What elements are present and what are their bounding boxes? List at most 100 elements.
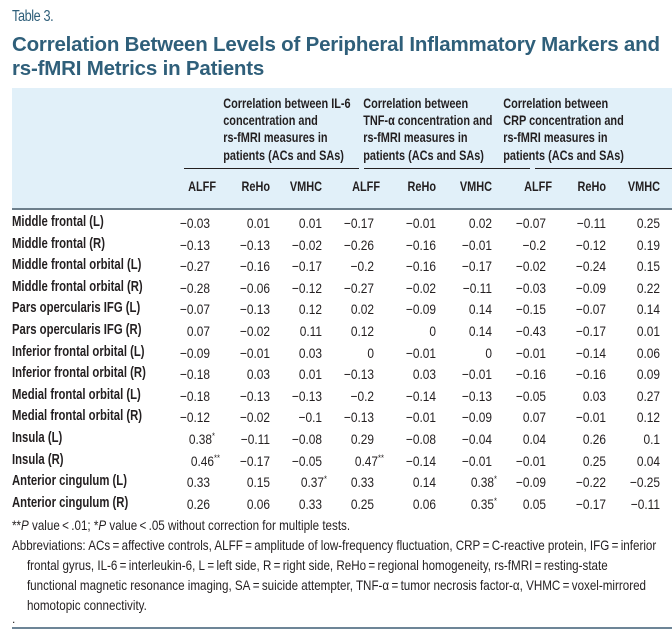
group-header-line: rs-fMRI measures in: [223, 129, 328, 146]
table-row: Pars opercularis IFG (R) 0.07 −0.02 0.11 0.1…: [12, 320, 672, 342]
table-cell: −0.17: [444, 258, 492, 274]
cell-value: −0.13: [291, 387, 322, 404]
cell-value: −0.1: [298, 409, 322, 426]
cell-value: −0.43: [515, 323, 546, 339]
group-header-line: Correlation between: [363, 95, 469, 111]
cell-value: 0.01: [298, 366, 322, 383]
table-cell: −0.01: [444, 237, 492, 253]
cell-value: 0.11: [299, 323, 322, 339]
table-cell: −0.27: [326, 280, 374, 296]
table-row: Middle frontal (R) −0.13 −0.13 −0.02 −0.26 −0…: [12, 234, 672, 256]
p1-text: value < .01;: [28, 517, 94, 533]
cell-value: −0.01: [575, 409, 606, 426]
cell-value: −0.12: [179, 409, 210, 426]
table-cell: −0.2: [326, 258, 374, 274]
cell-value: −0.17: [575, 323, 606, 339]
cell-value: 0.38: [188, 431, 213, 447]
cell-value: −0.13: [461, 387, 492, 404]
table-cell: −0.17: [558, 496, 606, 512]
table-cell: 0.01: [612, 323, 660, 339]
row-label: Medial frontal orbital (R): [12, 408, 143, 425]
row-label: Inferior frontal orbital (R): [12, 365, 146, 382]
cell-value: −0.04: [461, 431, 492, 447]
cell-value: −0.12: [291, 279, 322, 296]
table-cell: −0.02: [498, 258, 546, 274]
table-cell: 0.03: [222, 366, 270, 382]
table-cell: 0.25: [558, 453, 606, 469]
group-header-line: rs-fMRI measures in: [363, 129, 468, 146]
cell-value: −0.07: [515, 215, 546, 231]
cell-value: 0.03: [246, 366, 270, 383]
table-cell: 0.33: [162, 474, 210, 490]
row-label: Pars opercularis IFG (R): [12, 322, 142, 338]
table-cell: 0.06: [612, 345, 660, 361]
cell-value: −0.05: [515, 387, 546, 404]
table-cell: −0.13: [444, 388, 492, 404]
table-cell: −0.11: [222, 431, 270, 447]
table-cell: 0.35*: [449, 496, 497, 512]
cell-value: 0.06: [412, 495, 436, 512]
table-cell: 0.26: [558, 431, 606, 447]
cell-value: −0.09: [575, 279, 606, 296]
table-cell: −0.11: [612, 496, 660, 512]
cell-value: 0: [485, 344, 492, 361]
table-cell: −0.25: [612, 474, 660, 490]
table-row: Inferior frontal orbital (R) −0.18 0.03 0.0…: [12, 363, 672, 385]
group-header-il6: Correlation between IL-6 concentration an…: [223, 95, 350, 164]
cell-value: −0.01: [239, 344, 270, 361]
cell-value: 0.06: [636, 344, 660, 361]
cell-value: −0.16: [515, 366, 546, 383]
cell-value: 0.22: [636, 279, 660, 296]
table-cell: −0.17: [222, 453, 270, 469]
cell-value: 0.03: [582, 387, 606, 404]
table-cell: −0.16: [388, 237, 436, 253]
table-cell: 0.11: [274, 323, 322, 339]
cell-value: −0.13: [239, 301, 270, 318]
table-cell: −0.07: [162, 301, 210, 317]
cell-value: −0.17: [575, 495, 606, 512]
table-row: Insula (L) 0.38* −0.11 −0.08 0.29 −0.08 −0.04 0…: [12, 428, 672, 450]
p1-italic: P: [21, 517, 29, 533]
cell-value: 0.26: [186, 495, 210, 512]
trailing-mark: .: [12, 612, 16, 626]
table-cell: −0.02: [222, 409, 270, 425]
table-row: Medial frontal orbital (R) −0.12 −0.02 −0.1…: [12, 406, 672, 428]
cell-value: −0.24: [575, 258, 606, 275]
table-cell: −0.12: [162, 409, 210, 425]
cell-value: −0.02: [239, 323, 270, 339]
table-cell: 0.14: [444, 323, 492, 339]
table-cell: −0.11: [558, 215, 606, 231]
cell-value: −0.2: [350, 387, 374, 404]
table-cell: 0.02: [326, 301, 374, 317]
table-cell: −0.09: [444, 409, 492, 425]
table-cell: 0.04: [498, 431, 546, 447]
cell-value: −0.17: [291, 258, 322, 275]
table-cell: 0.25: [612, 215, 660, 231]
cell-value: −0.28: [179, 279, 210, 296]
table-cell: 0.12: [326, 323, 374, 339]
group-header-line: patients (ACs and SAs): [363, 146, 484, 163]
cell-value: −0.09: [461, 409, 492, 426]
row-label: Middle frontal (L): [12, 214, 104, 230]
cell-value: −0.01: [461, 366, 492, 383]
cell-value: 0.29: [350, 431, 374, 447]
cell-value: −0.17: [461, 258, 492, 275]
table-cell: −0.2: [498, 237, 546, 253]
cell-value: 0.25: [636, 215, 660, 231]
table-cell: −0.13: [222, 301, 270, 317]
table-cell: −0.09: [162, 345, 210, 361]
cell-value: 0.07: [522, 409, 546, 426]
cell-value: 0: [429, 323, 436, 339]
table-cell: −0.01: [222, 345, 270, 361]
table-cell: −0.11: [444, 280, 492, 296]
table-cell: 0.04: [612, 453, 660, 469]
cell-value: 0.14: [412, 474, 436, 491]
table-cell: −0.01: [444, 453, 492, 469]
table-cell: 0.25: [326, 496, 374, 512]
table-cell: 0.09: [612, 366, 660, 382]
table-cell: −0.05: [274, 453, 322, 469]
cell-value: 0.01: [298, 215, 322, 231]
table-cell: −0.13: [222, 388, 270, 404]
table-title: Correlation Between Levels of Peripheral…: [12, 33, 660, 80]
cell-value: 0.09: [636, 366, 660, 383]
